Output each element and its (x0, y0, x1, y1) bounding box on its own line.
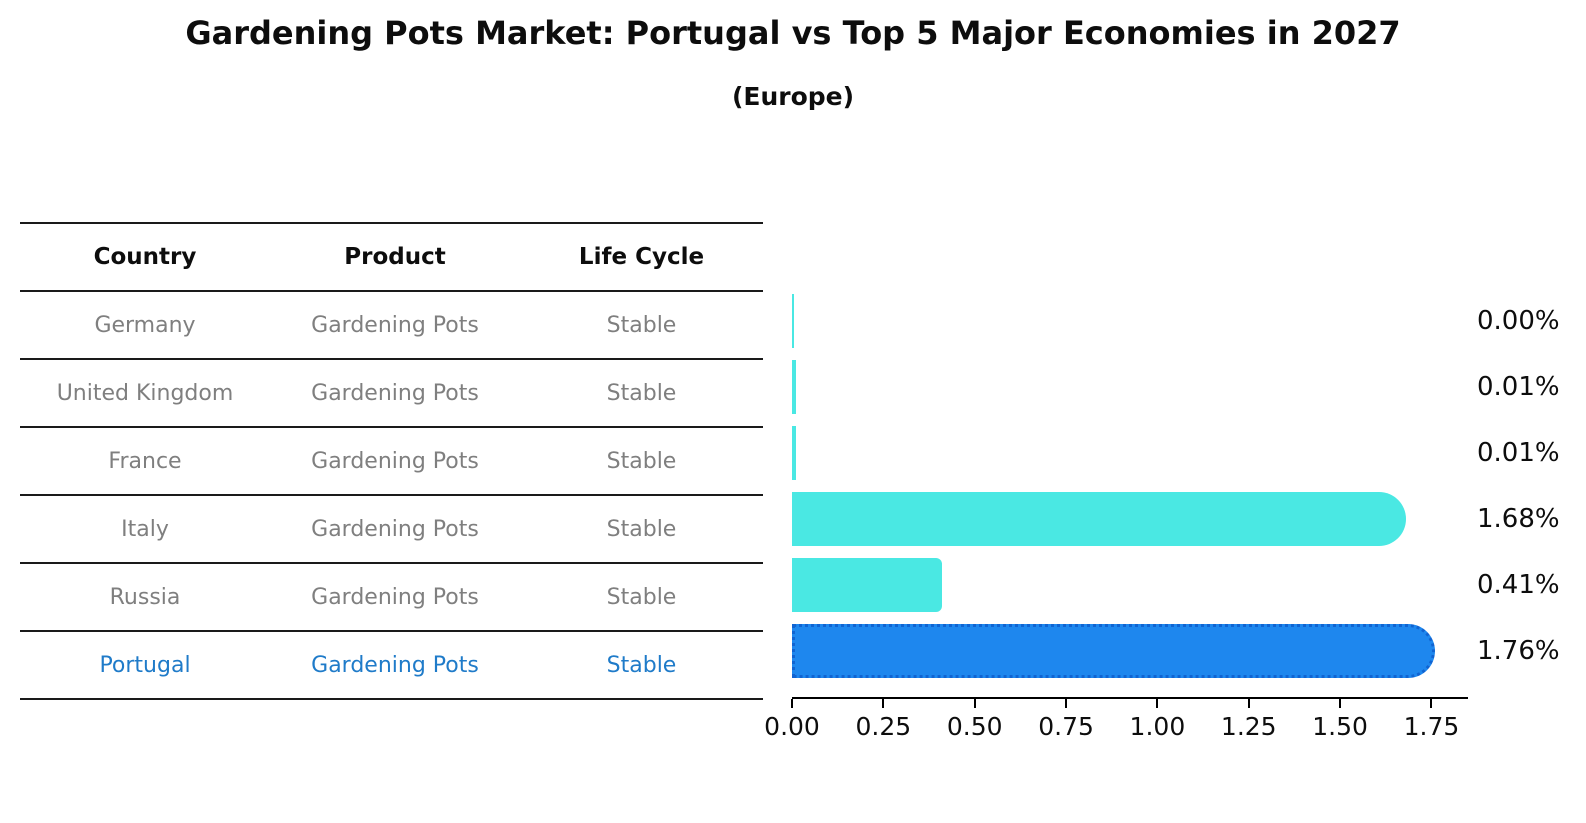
bar-russia (792, 558, 942, 612)
product-cell: Gardening Pots (311, 652, 479, 678)
chart-title: Gardening Pots Market: Portugal vs Top 5… (185, 14, 1401, 52)
bar-row-italy (792, 486, 1468, 552)
x-axis-tick-label: 1.50 (1312, 712, 1368, 741)
x-axis-tick-label: 0.50 (946, 712, 1003, 741)
x-axis-tick (791, 699, 793, 708)
x-axis-tick (1430, 699, 1433, 708)
bar-chart-plot-area (792, 288, 1468, 684)
value-label-france: 0.01% (1477, 438, 1560, 468)
value-label-portugal: 1.76% (1477, 636, 1560, 666)
bar-portugal (792, 624, 1436, 678)
bar-italy (792, 492, 1406, 546)
table-row-germany: Germany Gardening Pots Stable (20, 292, 763, 360)
x-axis-tick (1065, 699, 1068, 708)
bar-row-portugal (792, 618, 1468, 684)
life-cycle-cell: Stable (606, 380, 677, 406)
column-header-life-cycle: Life Cycle (578, 244, 705, 270)
x-axis-tick-label: 0.00 (764, 712, 820, 741)
life-cycle-cell: Stable (606, 448, 677, 474)
bar-france (792, 426, 796, 480)
x-axis-tick (973, 699, 976, 708)
bar-value-labels: 0.00% 0.01% 0.01% 1.68% 0.41% 1.76% (1477, 288, 1582, 684)
x-axis-tick (1247, 699, 1250, 708)
x-axis: 0.00 0.25 0.50 0.75 1.00 1.25 1.50 1.75 (764, 697, 1468, 741)
x-axis-tick (882, 699, 885, 708)
x-axis-tick-label: 0.25 (855, 712, 912, 741)
country-cell: France (108, 448, 182, 474)
product-cell: Gardening Pots (311, 448, 479, 474)
value-label-italy: 1.68% (1477, 504, 1560, 534)
value-label-germany: 0.00% (1477, 306, 1560, 336)
life-cycle-cell: Stable (606, 312, 677, 338)
product-cell: Gardening Pots (311, 312, 479, 338)
bar-germany (792, 294, 794, 348)
table-row-portugal: Portugal Gardening Pots Stable (20, 632, 763, 700)
life-cycle-cell: Stable (606, 516, 677, 542)
country-cell: United Kingdom (56, 380, 234, 406)
life-cycle-cell: Stable (606, 584, 677, 610)
product-cell: Gardening Pots (311, 380, 479, 406)
country-cell: Portugal (99, 652, 191, 678)
table-row-united-kingdom: United Kingdom Gardening Pots Stable (20, 360, 763, 428)
table-row-italy: Italy Gardening Pots Stable (20, 496, 763, 564)
bar-row-russia (792, 552, 1468, 618)
bar-row-germany (792, 288, 1468, 354)
x-axis-tick-label: 1.25 (1220, 712, 1277, 741)
table-row-france: France Gardening Pots Stable (20, 428, 763, 496)
country-cell: Italy (121, 516, 169, 542)
bar-row-united-kingdom (792, 354, 1468, 420)
life-cycle-cell: Stable (606, 652, 677, 678)
bar-row-france (792, 420, 1468, 486)
column-header-product: Product (344, 244, 446, 270)
bar-united-kingdom (792, 360, 796, 414)
value-label-united-kingdom: 0.01% (1477, 372, 1560, 402)
table-header-row: Country Product Life Cycle (20, 224, 763, 292)
x-axis-tick (1156, 699, 1159, 708)
country-table: Country Product Life Cycle Germany Garden… (20, 222, 763, 700)
value-label-russia: 0.41% (1477, 570, 1560, 600)
chart-subtitle: (Europe) (731, 82, 855, 111)
column-header-country: Country (93, 244, 197, 270)
country-cell: Germany (94, 312, 196, 338)
x-axis-tick-label: 0.75 (1038, 712, 1094, 741)
table-body: Germany Gardening Pots Stable United Kingdo… (20, 292, 763, 700)
x-axis-tick-label: 1.75 (1403, 712, 1460, 741)
country-cell: Russia (109, 584, 181, 610)
x-axis-tick (1339, 699, 1342, 708)
product-cell: Gardening Pots (311, 516, 479, 542)
table-row-russia: Russia Gardening Pots Stable (20, 564, 763, 632)
x-axis-tick-label: 1.00 (1129, 712, 1186, 741)
product-cell: Gardening Pots (311, 584, 479, 610)
